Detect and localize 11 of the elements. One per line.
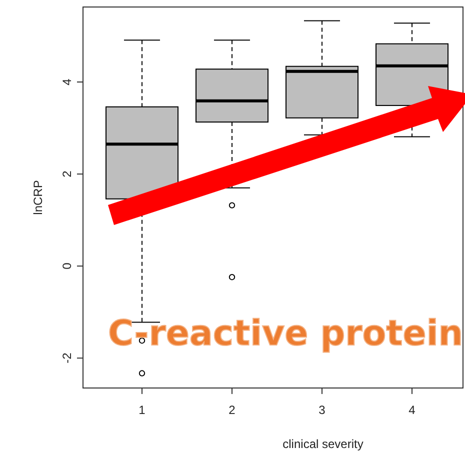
y-axis-title: lnCRP [31,180,45,215]
x-tick-label: 1 [138,403,146,417]
y-tick-label: 4 [60,78,74,86]
x-tick-label: 2 [228,403,236,417]
y-tick-label: -2 [60,352,74,364]
x-tick-label: 3 [318,403,326,417]
annotation: C-reactive protein [108,314,465,354]
y-tick-label: 2 [60,170,74,178]
x-axis-title: clinical severity [282,437,364,451]
x-tick-label: 4 [408,403,416,417]
y-tick-label: 0 [60,262,74,270]
